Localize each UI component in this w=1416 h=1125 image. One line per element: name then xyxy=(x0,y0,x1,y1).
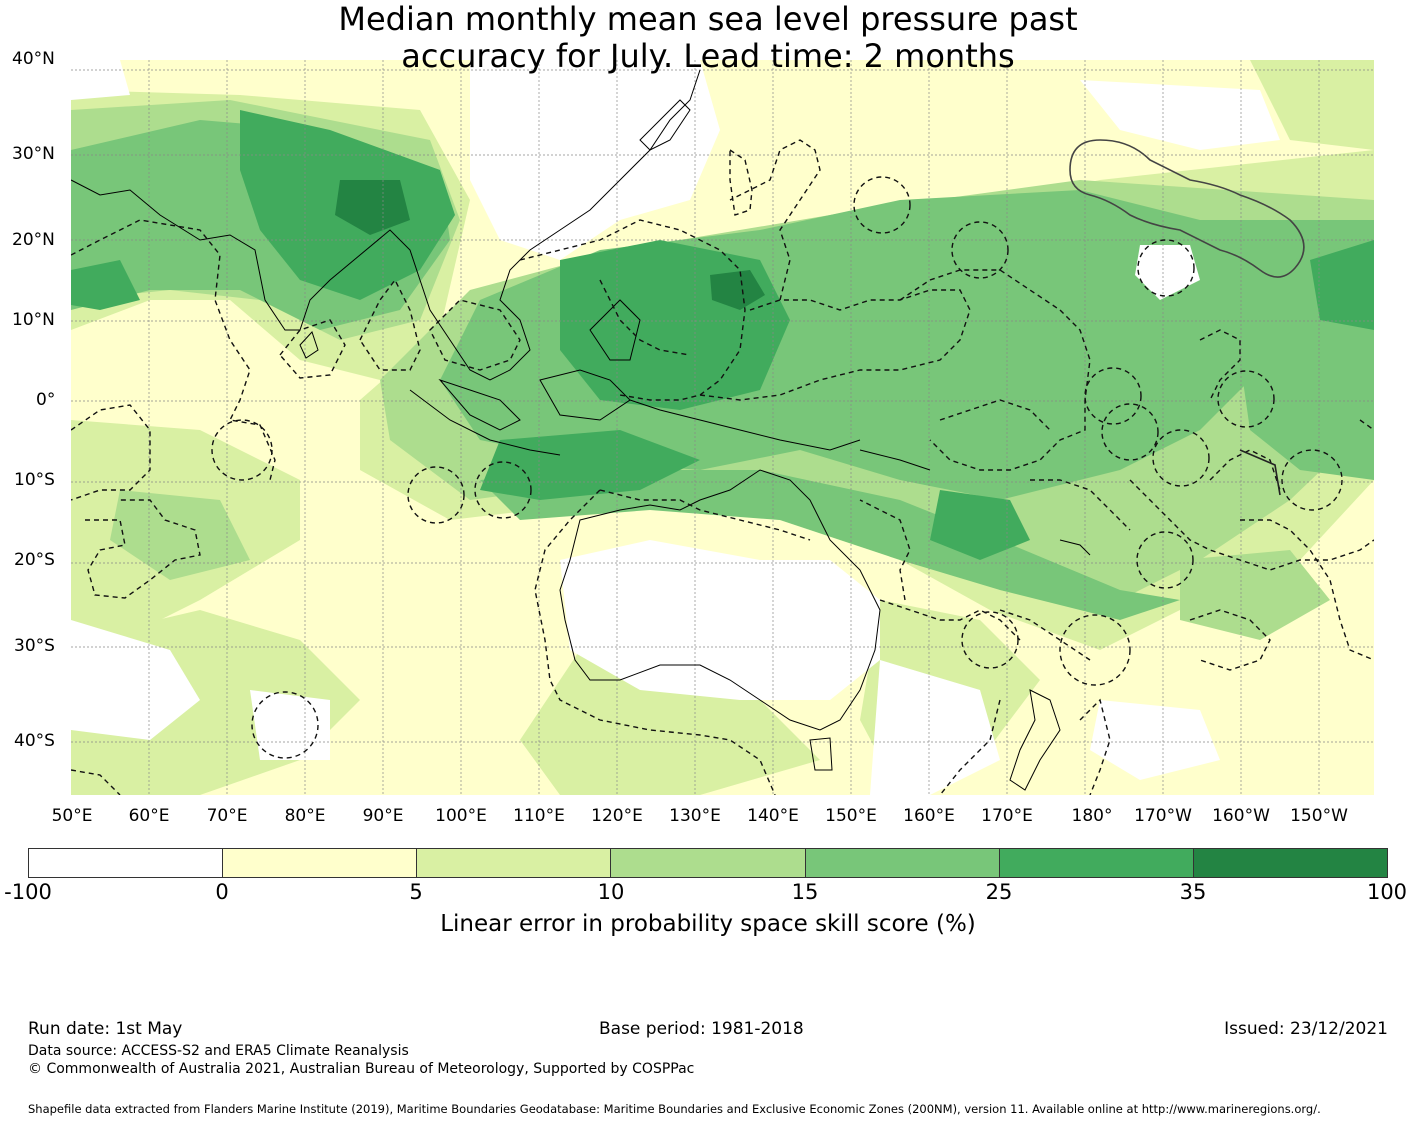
colorbar-segment xyxy=(805,849,1000,877)
colorbar-tick: 15 xyxy=(791,880,819,904)
lon-label: 120°E xyxy=(591,806,643,826)
colorbar-segment xyxy=(1193,849,1387,877)
lat-label: 30°N xyxy=(12,144,55,164)
date-line-boundary xyxy=(1239,449,1281,496)
lon-label: 100°E xyxy=(435,806,487,826)
lon-label: 80°E xyxy=(284,806,326,826)
colorbar-tick: 100 xyxy=(1366,880,1408,904)
lat-label: 40°S xyxy=(14,731,55,751)
run-date: Run date: 1st May xyxy=(28,1019,183,1039)
shapefile-credit: Shapefile data extracted from Flanders M… xyxy=(28,1102,1321,1116)
lon-label: 70°E xyxy=(206,806,248,826)
colorbar-label: Linear error in probability space skill … xyxy=(440,911,976,937)
lon-label: 170°E xyxy=(981,806,1033,826)
lon-label: 140°E xyxy=(747,806,799,826)
coastlines xyxy=(71,69,1091,791)
skill-band-35-100 xyxy=(335,180,765,310)
skill-score-map xyxy=(71,60,1374,795)
lon-label: 110°E xyxy=(513,806,565,826)
lat-label: 10°S xyxy=(14,470,55,490)
lon-label: 50°E xyxy=(51,806,93,826)
title-line-2: accuracy for July. Lead time: 2 months xyxy=(401,37,1015,75)
hawaii-eez-outline xyxy=(1069,139,1305,278)
colorbar-tick: 25 xyxy=(985,880,1013,904)
colorbar xyxy=(28,848,1388,878)
colorbar-segment xyxy=(29,849,224,877)
colorbar-tick: 35 xyxy=(1179,880,1207,904)
lon-label: 170°W xyxy=(1134,806,1192,826)
colorbar-tick: -100 xyxy=(4,880,52,904)
eez-boundaries xyxy=(71,139,1374,795)
lon-label: 180° xyxy=(1071,806,1113,826)
lat-label: 40°N xyxy=(12,49,55,69)
colorbar-segment xyxy=(611,849,806,877)
colorbar-tick: 5 xyxy=(409,880,423,904)
colorbar-segment xyxy=(223,849,418,877)
issued-date: Issued: 23/12/2021 xyxy=(1224,1019,1388,1039)
lon-label: 160°W xyxy=(1212,806,1270,826)
colorbar-tick: 0 xyxy=(215,880,229,904)
map-gridlines xyxy=(71,60,1374,795)
lon-label: 90°E xyxy=(362,806,404,826)
skill-band-negative xyxy=(71,60,1280,795)
lon-label: 150°E xyxy=(825,806,877,826)
colorbar-segment xyxy=(999,849,1194,877)
title-line-1: Median monthly mean sea level pressure p… xyxy=(338,0,1078,38)
colorbar-tick: 10 xyxy=(597,880,625,904)
base-period: Base period: 1981-2018 xyxy=(599,1019,804,1039)
colorbar-segment xyxy=(417,849,612,877)
lon-label: 60°E xyxy=(128,806,170,826)
data-source: Data source: ACCESS-S2 and ERA5 Climate … xyxy=(28,1043,409,1059)
copyright: © Commonwealth of Australia 2021, Austra… xyxy=(28,1061,695,1077)
lat-label: 10°N xyxy=(12,310,55,330)
lat-label: 30°S xyxy=(14,636,55,656)
lon-label: 150°W xyxy=(1290,806,1348,826)
lon-label: 130°E xyxy=(669,806,721,826)
lat-label: 20°S xyxy=(14,550,55,570)
lon-label: 160°E xyxy=(903,806,955,826)
lat-label: 0° xyxy=(36,390,56,410)
lat-label: 20°N xyxy=(12,230,55,250)
